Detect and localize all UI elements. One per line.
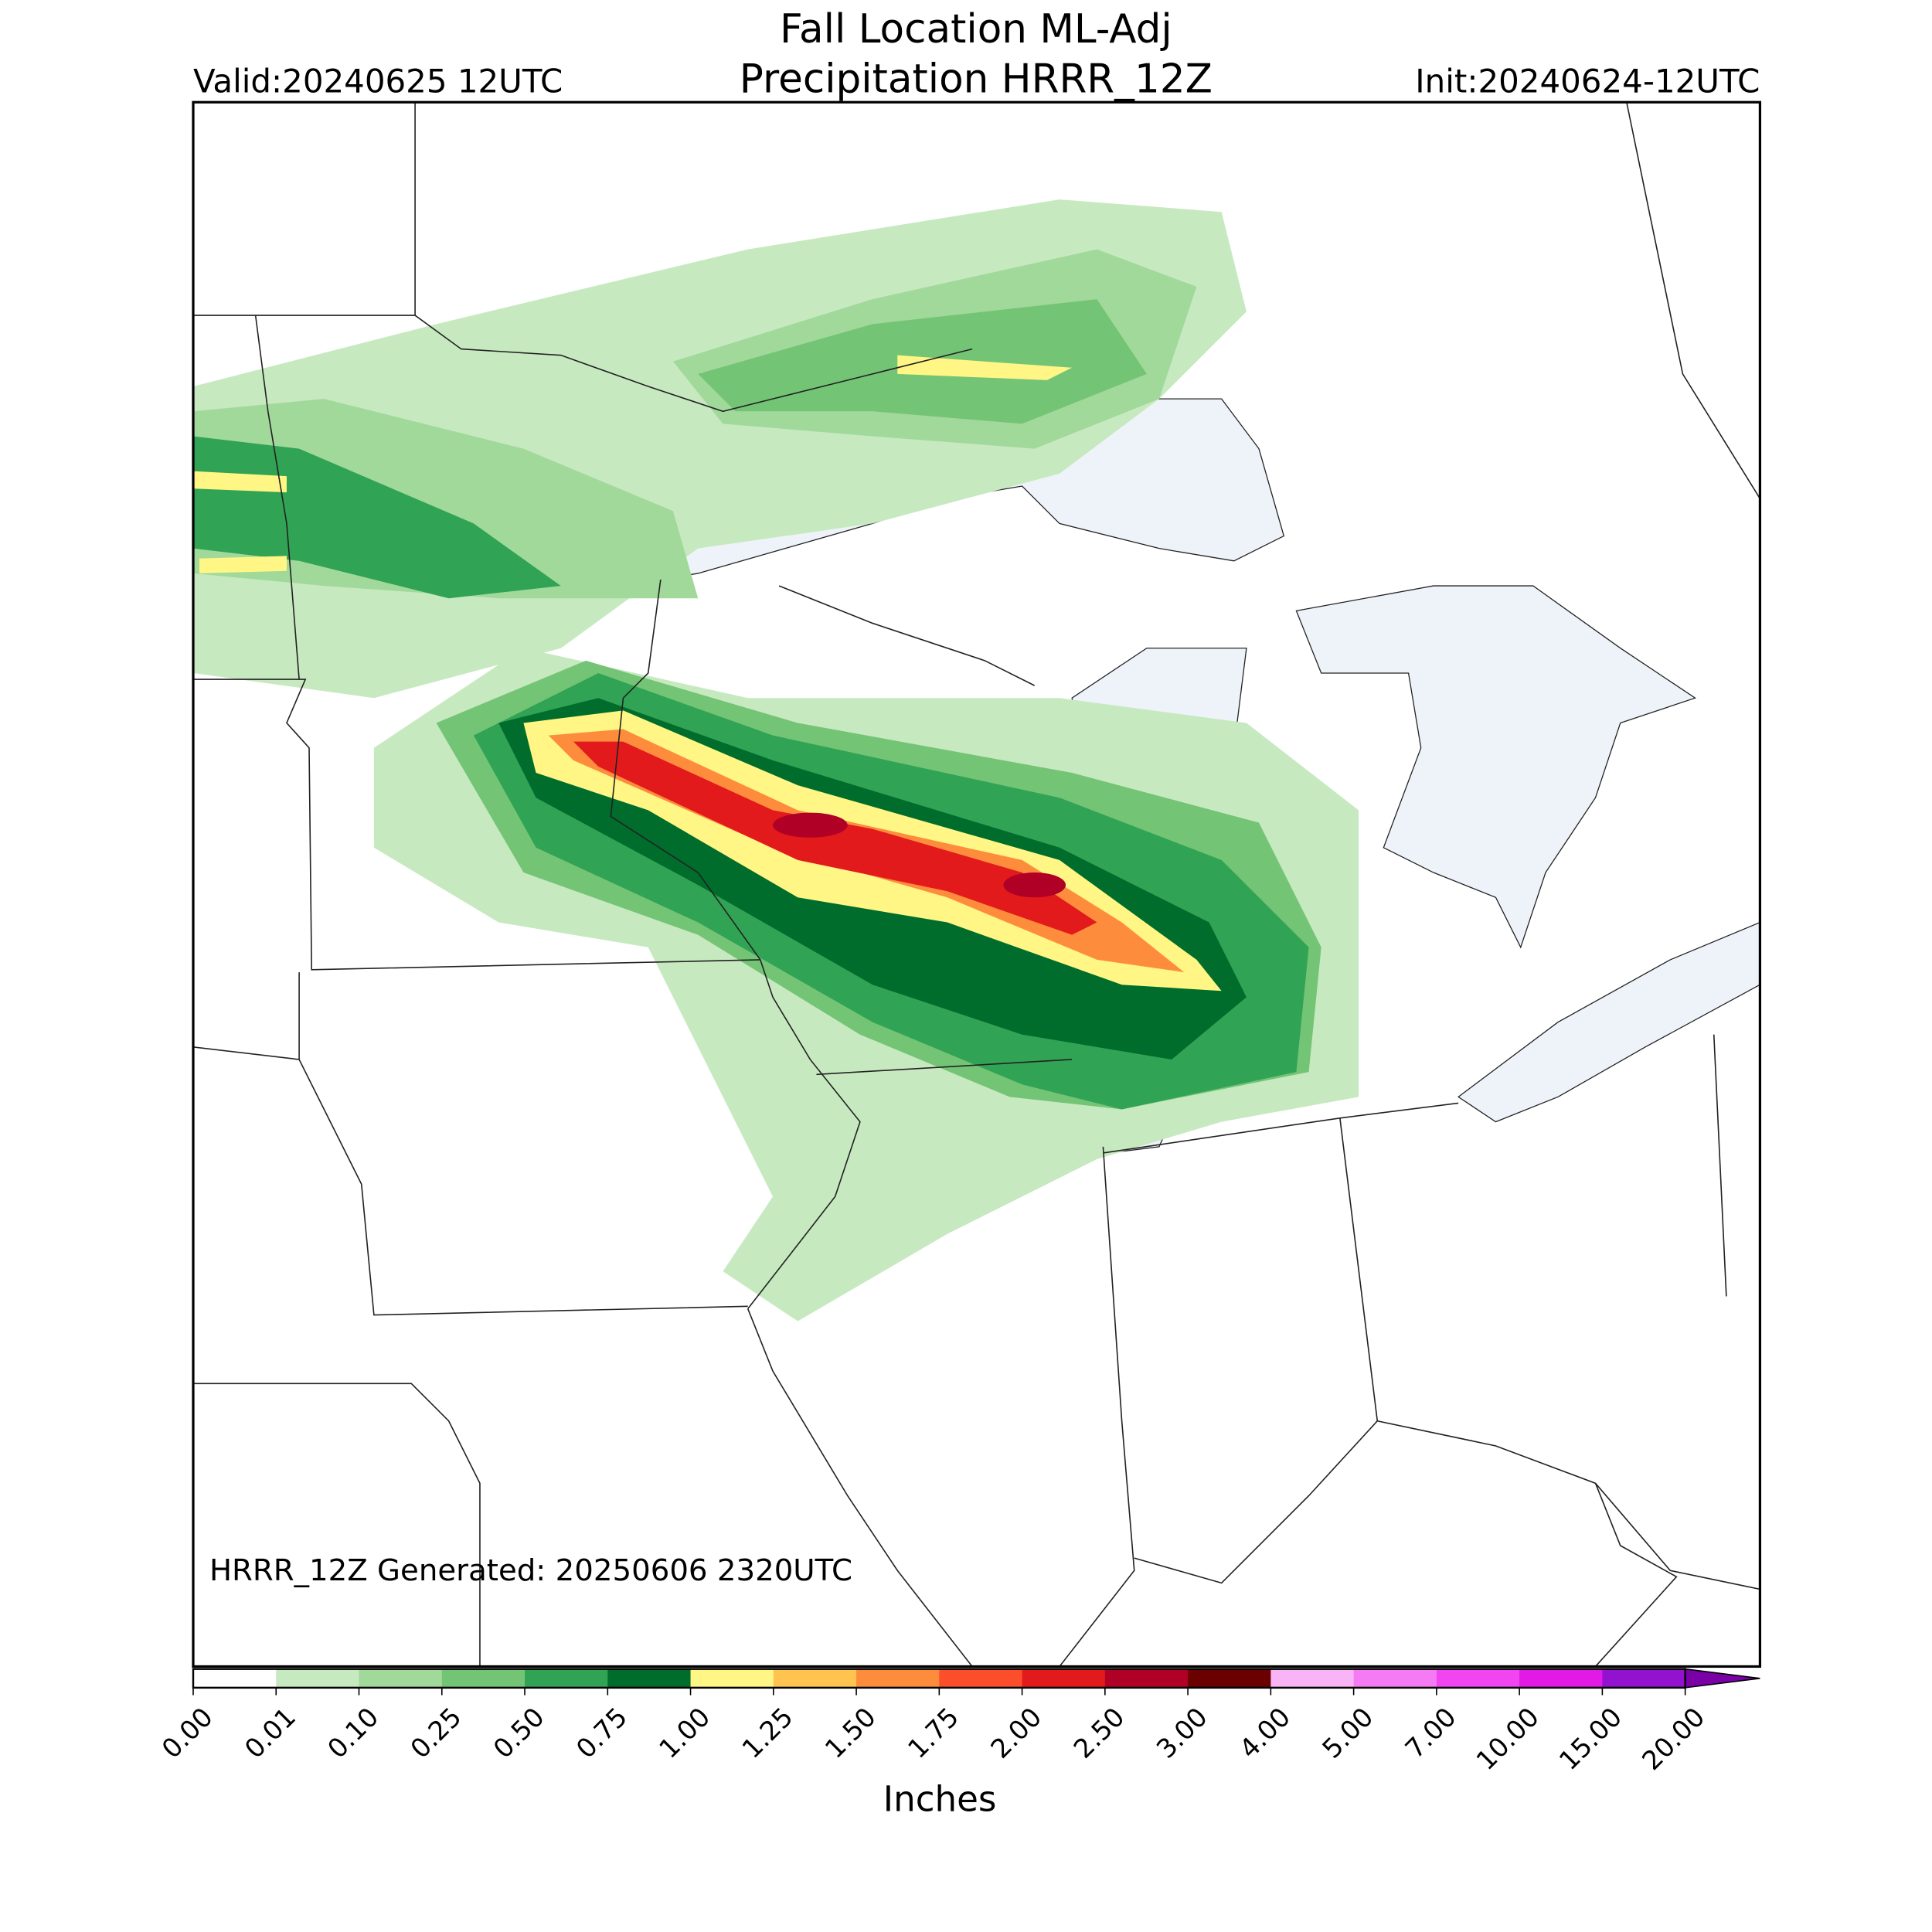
lakes-shape xyxy=(1457,921,1760,1123)
colorbar: 0.00 0.01 0.10 0.25 0.50 0.75 1.00 1.25 1.50 1.75… xyxy=(156,1668,1760,1776)
precipitation-shape xyxy=(1003,872,1066,898)
colorbar-tick-label: 1.00 xyxy=(654,1702,716,1764)
colorbar-tick-label: 1.75 xyxy=(902,1702,964,1764)
borders-shape xyxy=(414,315,973,413)
map xyxy=(192,102,1760,1667)
colorbar-box xyxy=(1188,1668,1272,1688)
colorbar-tick-label: 0.00 xyxy=(156,1702,219,1764)
borders-shape xyxy=(816,1059,1073,1076)
precipitation-shape xyxy=(773,812,848,838)
borders-shape xyxy=(1713,1034,1727,1297)
colorbar-box xyxy=(856,1668,940,1688)
colorbar-tick-label: 0.10 xyxy=(321,1702,384,1764)
colorbar-box xyxy=(690,1668,774,1688)
colorbar-tick-label: 0.75 xyxy=(570,1702,633,1764)
valid-time: Valid:20240625 12UTC xyxy=(193,62,563,100)
borders-shape xyxy=(1594,1483,1678,1667)
colorbar-label: Inches xyxy=(883,1779,997,1820)
colorbar-tick-label: 10.00 xyxy=(1471,1702,1545,1776)
borders-shape xyxy=(1059,1146,1135,1667)
colorbar-tick-label: 0.50 xyxy=(488,1702,550,1764)
precipitation-shape xyxy=(193,471,287,493)
borders-shape xyxy=(192,1046,300,1060)
colorbar-box xyxy=(441,1668,526,1688)
borders-shape xyxy=(1339,1117,1379,1421)
colorbar-box xyxy=(525,1668,609,1688)
colorbar-extension xyxy=(1684,1668,1760,1689)
map-frame xyxy=(192,100,1762,1668)
colorbar-box xyxy=(359,1668,443,1688)
borders-shape xyxy=(1626,102,1760,499)
colorbar-box xyxy=(1022,1668,1106,1688)
precipitation xyxy=(193,199,1359,1321)
precipitation-shape xyxy=(573,741,1097,935)
borders xyxy=(192,102,1760,1667)
colorbar-tick-label: 4.00 xyxy=(1233,1702,1296,1764)
generated-note: HRRR_12Z Generated: 20250606 2320UTC xyxy=(209,1553,852,1588)
colorbar-tick-label: 1.50 xyxy=(819,1702,882,1764)
borders-shape xyxy=(610,579,861,1310)
borders-shape xyxy=(254,315,300,680)
init-time: Init:20240624-12UTC xyxy=(1415,62,1760,100)
colorbar-box xyxy=(1270,1668,1355,1688)
colorbar-tick-label: 2.00 xyxy=(985,1702,1048,1764)
borders-shape xyxy=(1103,1102,1459,1154)
borders-shape xyxy=(1134,1420,1760,1590)
colorbar-tick-label: 2.50 xyxy=(1068,1702,1131,1764)
colorbar-tick-label: 1.25 xyxy=(736,1702,799,1764)
colorbar-box xyxy=(773,1668,857,1688)
borders-shape xyxy=(192,679,760,971)
title: Fall Location ML-Adj xyxy=(780,6,1172,53)
colorbar-box xyxy=(607,1668,692,1688)
colorbar-tick-label: 3.00 xyxy=(1151,1702,1213,1764)
colorbar-tick-label: 7.00 xyxy=(1400,1702,1462,1764)
colorbar-box xyxy=(1353,1668,1437,1688)
colorbar-box xyxy=(1519,1668,1604,1688)
borders-shape xyxy=(747,1308,973,1667)
colorbar-box xyxy=(1436,1668,1520,1688)
colorbar-tick-label: 20.00 xyxy=(1636,1702,1710,1776)
colorbar-box xyxy=(939,1668,1023,1688)
borders-shape xyxy=(298,972,748,1316)
precipitation-shape xyxy=(897,355,1073,380)
colorbar-box xyxy=(276,1668,360,1688)
colorbar-box xyxy=(1602,1668,1686,1688)
borders-shape xyxy=(192,1383,481,1667)
lakes-shape xyxy=(1295,585,1697,949)
precipitation-shape xyxy=(199,556,287,573)
colorbar-tick-label: 5.00 xyxy=(1317,1702,1379,1764)
colorbar-tick-label: 0.25 xyxy=(405,1702,468,1764)
borders-shape xyxy=(778,585,1036,686)
colorbar-tick-label: 0.01 xyxy=(239,1702,301,1764)
colorbar-tick-label: 15.00 xyxy=(1553,1702,1628,1776)
colorbar-box xyxy=(1104,1668,1189,1688)
colorbar-frame xyxy=(192,1668,1686,1689)
colorbar-box xyxy=(193,1668,277,1688)
borders-shape xyxy=(192,102,416,316)
title: Precipitation HRRR_12Z xyxy=(740,56,1213,102)
